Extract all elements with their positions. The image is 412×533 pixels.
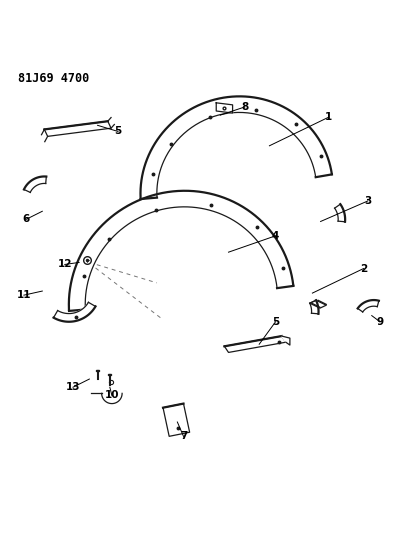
Text: 81J69 4700: 81J69 4700 [18,72,89,85]
Text: 6: 6 [22,214,30,224]
Text: 8: 8 [241,102,248,112]
Text: 5: 5 [115,126,122,136]
Polygon shape [216,103,233,113]
Polygon shape [140,96,332,199]
Polygon shape [310,300,318,314]
Polygon shape [358,300,379,312]
Polygon shape [69,191,293,311]
Polygon shape [310,300,326,308]
Text: 12: 12 [58,260,72,270]
Polygon shape [108,374,112,375]
Text: 5: 5 [272,317,279,327]
Polygon shape [163,403,190,437]
Polygon shape [335,204,345,222]
Text: 9: 9 [376,317,384,327]
Text: 10: 10 [105,390,119,400]
Text: 13: 13 [66,382,80,392]
Polygon shape [96,369,99,372]
Text: 1: 1 [325,112,332,122]
Polygon shape [44,121,111,136]
Polygon shape [282,336,290,345]
Text: 3: 3 [364,196,371,206]
Polygon shape [24,176,46,192]
Text: 4: 4 [272,231,279,241]
Text: 11: 11 [16,290,31,300]
Text: 2: 2 [360,263,367,273]
Polygon shape [54,302,96,322]
Text: 7: 7 [180,431,187,441]
Polygon shape [225,336,286,352]
